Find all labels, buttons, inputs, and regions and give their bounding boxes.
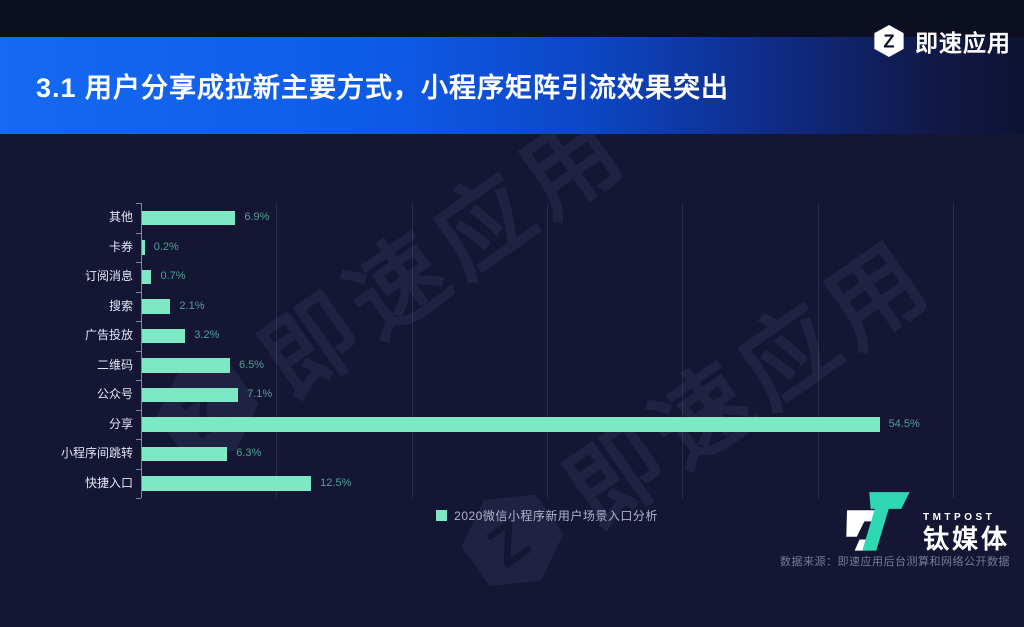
gridline xyxy=(547,203,548,498)
chart-row: 小程序间跳转 6.3% xyxy=(61,439,990,469)
chart-row: 广告投放 3.2% xyxy=(85,321,990,351)
bar-二维码 xyxy=(142,358,230,373)
value-label: 2.1% xyxy=(179,299,205,312)
gridline xyxy=(817,203,819,498)
chart-row: 订阅消息 0.7% xyxy=(85,262,990,292)
bar-其他 xyxy=(142,210,236,225)
tmtpost-mark-icon xyxy=(843,488,915,552)
value-label: 6.5% xyxy=(238,358,265,371)
chart-row: 公众号 7.1% xyxy=(97,380,990,410)
bar-小程序间跳转 xyxy=(142,446,228,461)
gridline xyxy=(953,203,954,498)
tmtpost-logo: TMTPOST 钛媒体 xyxy=(843,488,1010,552)
axis-tick xyxy=(136,380,141,381)
value-label: 12.5% xyxy=(320,476,352,489)
value-label: 3.2% xyxy=(194,329,220,341)
bar-广告投放 xyxy=(142,328,186,343)
chart-row: 其他 6.9% xyxy=(109,203,990,233)
watermark-logo: Z 即速应用 xyxy=(125,71,652,497)
category-label: 公众号 xyxy=(96,387,133,401)
value-label: 0.7% xyxy=(160,270,186,282)
axis-tick xyxy=(136,262,141,263)
brand-logo: Z 即速应用 xyxy=(872,24,1011,58)
axis-tick xyxy=(136,321,141,322)
axis-tick xyxy=(136,350,141,352)
axis-tick xyxy=(136,291,141,293)
chart-row: 搜索 2.1% xyxy=(109,292,990,322)
bar-搜索 xyxy=(142,299,171,314)
y-axis-line xyxy=(141,203,142,498)
gridline xyxy=(411,203,413,498)
header-band: 3.1 用户分享成拉新主要方式，小程序矩阵引流效果突出 xyxy=(0,37,1024,134)
legend-label: 2020微信小程序新用户场景入口分析 xyxy=(454,509,658,523)
category-label: 订阅消息 xyxy=(84,269,133,283)
value-label: 0.2% xyxy=(153,240,179,253)
category-label: 小程序间跳转 xyxy=(60,446,133,460)
bar-分享 xyxy=(142,417,880,432)
bar-订阅消息 xyxy=(142,269,152,284)
axis-tick xyxy=(136,498,141,499)
legend-swatch xyxy=(436,510,448,521)
watermark-logo: Z 即速应用 xyxy=(430,201,957,627)
value-label: 6.3% xyxy=(236,447,262,459)
axis-tick xyxy=(136,409,141,411)
axis-tick xyxy=(136,232,141,234)
gridline xyxy=(682,203,684,498)
value-label: 6.9% xyxy=(244,211,270,223)
axis-tick xyxy=(136,468,141,470)
category-label: 快捷入口 xyxy=(84,475,133,490)
category-label: 搜索 xyxy=(108,298,133,313)
chart-row: 二维码 6.5% xyxy=(97,351,990,381)
page-title: 3.1 用户分享成拉新主要方式，小程序矩阵引流效果突出 xyxy=(36,73,730,103)
tmtpost-en: TMTPOST xyxy=(922,512,996,523)
axis-tick xyxy=(136,439,141,440)
bar-卡券 xyxy=(142,240,145,255)
hexagon-watermark-icon: Z xyxy=(439,467,585,613)
category-label: 卡券 xyxy=(108,239,133,254)
tmtpost-cn: 钛媒体 xyxy=(922,524,1010,554)
value-label: 54.5% xyxy=(888,417,920,430)
bar-公众号 xyxy=(142,387,239,402)
hexagon-logo-icon: Z xyxy=(872,24,906,58)
gridline xyxy=(276,203,278,498)
tmtpost-wordmark: TMTPOST 钛媒体 xyxy=(923,512,1010,552)
brand-name: 即速应用 xyxy=(915,30,1011,56)
category-label: 广告投放 xyxy=(84,328,133,342)
value-label: 7.1% xyxy=(247,388,273,400)
chart-row: 快捷入口 12.5% xyxy=(85,469,990,499)
axis-tick xyxy=(136,203,141,204)
chart-legend: 2020微信小程序新用户场景入口分析 xyxy=(141,507,953,524)
chart-row: 分享 54.5% xyxy=(109,410,990,440)
chart-row: 卡券 0.2% xyxy=(109,233,990,263)
bar-chart-plot: 其他 6.9% 卡券 0.2% 订阅消息 0.7% 搜索 2.1% 广告投放 3.2% 二维码 6.5… xyxy=(61,203,990,499)
category-label: 分享 xyxy=(108,416,133,431)
bar-快捷入口 xyxy=(142,476,312,491)
svg-text:Z: Z xyxy=(883,30,894,51)
category-label: 二维码 xyxy=(96,357,133,372)
data-source-note: 数据来源：即速应用后台测算和网络公开数据 xyxy=(780,556,1010,568)
hexagon-watermark-icon: Z xyxy=(134,337,280,483)
category-label: 其他 xyxy=(108,210,133,224)
top-strip xyxy=(0,0,1024,37)
